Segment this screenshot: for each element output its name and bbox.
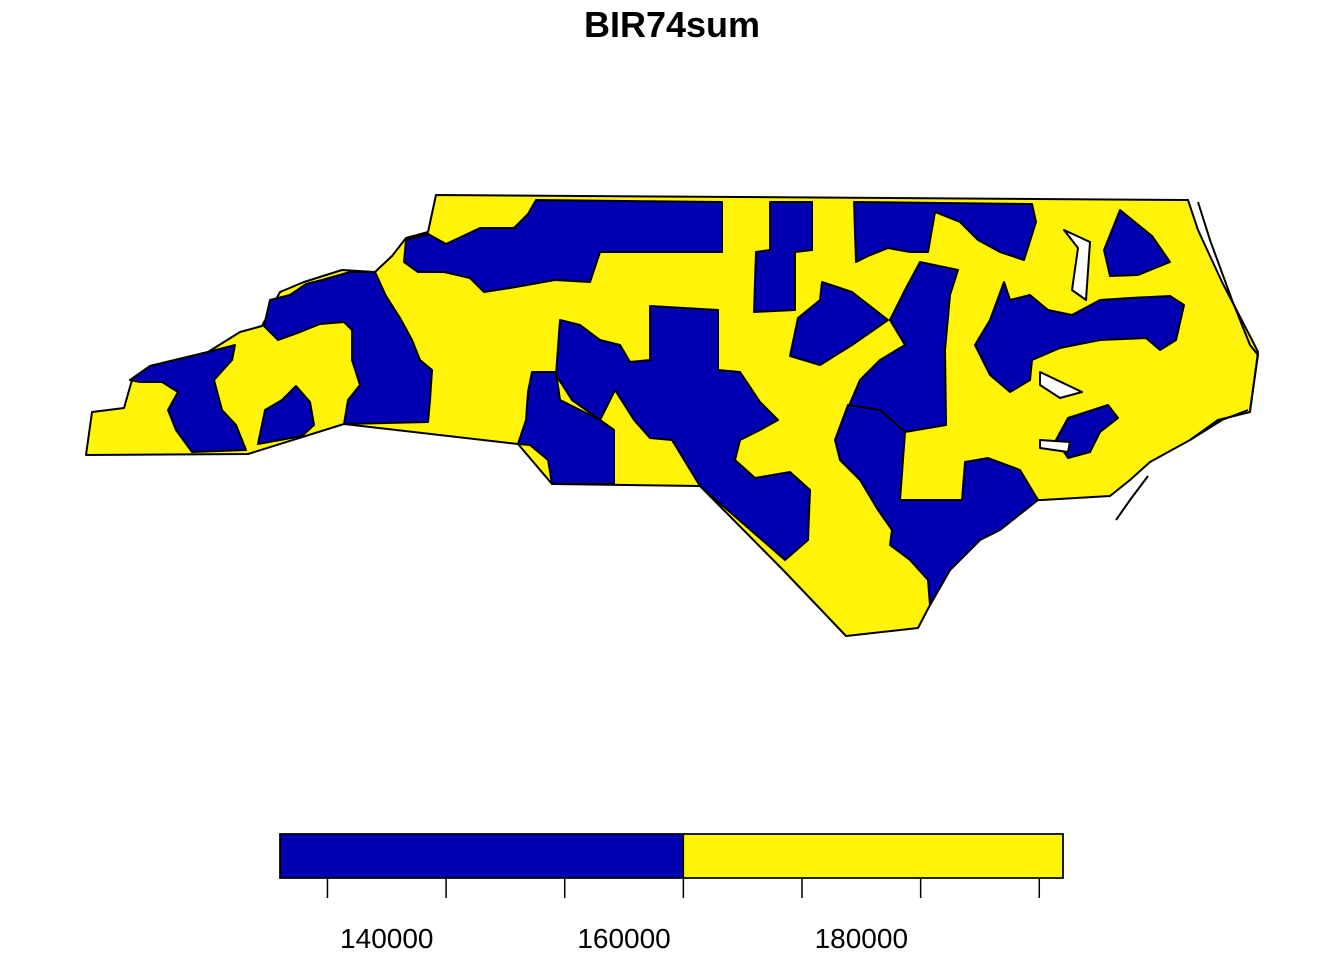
outer-banks <box>1197 201 1259 411</box>
county <box>753 201 813 313</box>
county <box>1055 404 1119 459</box>
color-legend: 140000 160000 180000 <box>279 833 1064 954</box>
north-carolina-map <box>85 194 1259 637</box>
county <box>974 281 1185 393</box>
county <box>517 371 615 485</box>
legend-band-low <box>279 833 685 879</box>
legend-tick-label: 140000 <box>340 923 433 954</box>
outer-banks-south <box>1115 409 1249 521</box>
legend-tick-label: 180000 <box>815 923 908 954</box>
sound-inlet <box>1039 371 1083 399</box>
county <box>853 201 1037 263</box>
legend-frame <box>279 833 1064 879</box>
county <box>263 271 433 425</box>
county <box>555 305 811 561</box>
county <box>403 199 723 293</box>
county <box>789 281 889 366</box>
county <box>257 385 315 445</box>
sound-inlet <box>1039 439 1071 453</box>
legend-tick-labels: 140000 160000 180000 <box>340 923 908 954</box>
legend-tick-label: 160000 <box>577 923 670 954</box>
map-title: BIR74sum <box>583 4 761 45</box>
legend-band-high <box>682 833 1064 879</box>
legend-ticks <box>326 878 1041 898</box>
sound-inlet <box>1063 229 1091 301</box>
county <box>1103 209 1171 277</box>
county <box>834 404 1039 606</box>
county <box>129 344 247 453</box>
